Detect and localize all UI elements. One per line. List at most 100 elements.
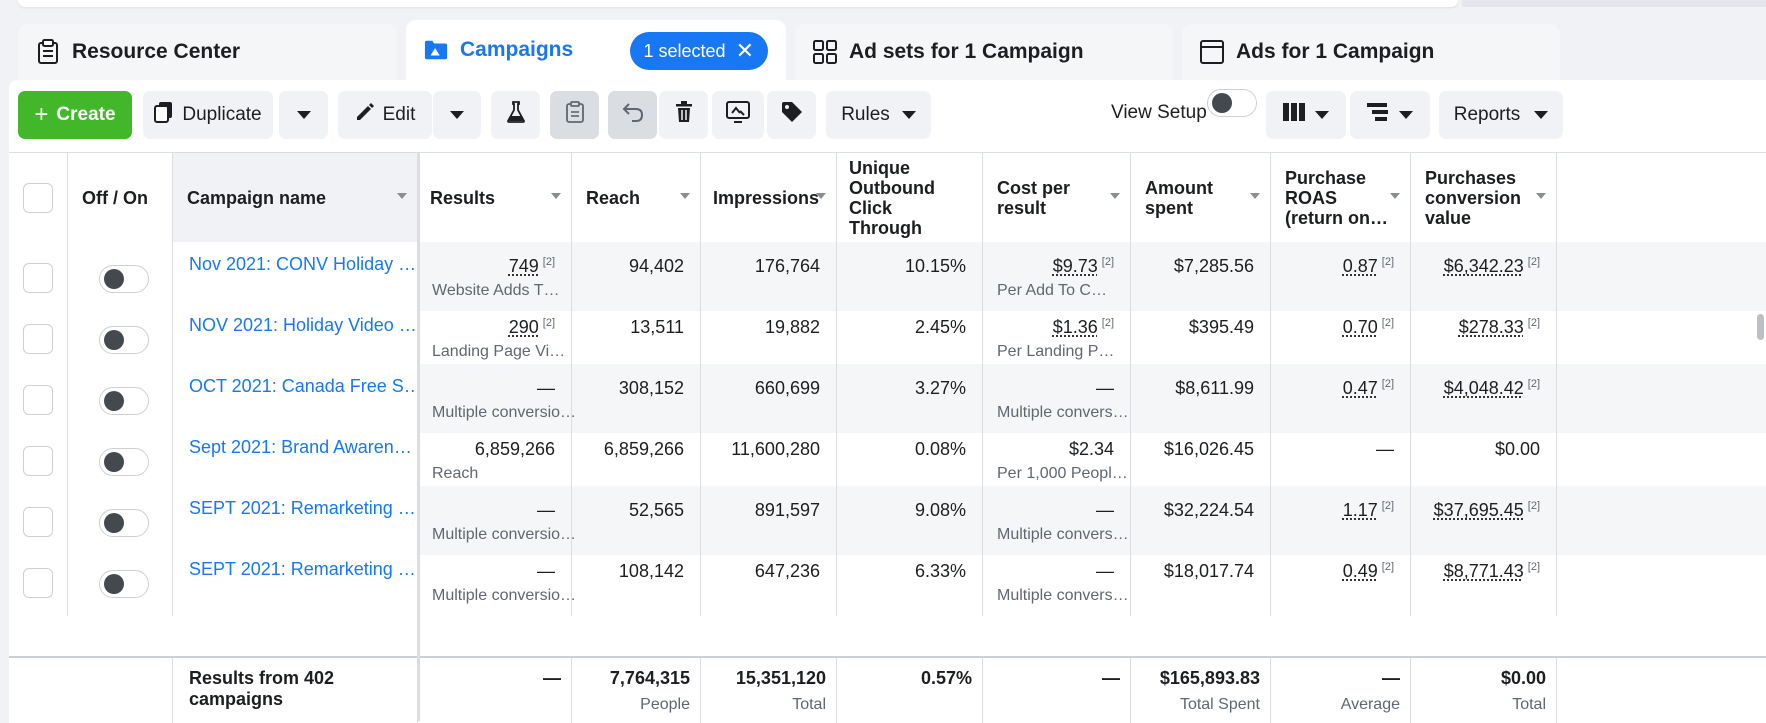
cell-subtext: Per Add To C…	[997, 282, 1107, 300]
table-row[interactable]: Sept 2021: Brand Awaren… 6,859,266 Reach 6,…	[9, 425, 1766, 494]
view-setup-toggle[interactable]	[1207, 89, 1257, 117]
footnote-marker: [2]	[1528, 256, 1540, 268]
tab-ads[interactable]: Ads for 1 Campaign	[1182, 24, 1560, 84]
tab-resource-center[interactable]: Resource Center	[18, 24, 397, 84]
column-impressions[interactable]: Impressions	[701, 153, 837, 243]
tag-button[interactable]	[767, 91, 816, 139]
footnote-marker: [2]	[1528, 561, 1540, 573]
table-row[interactable]: SEPT 2021: Remarketing … — Multiple conver…	[9, 547, 1766, 616]
cell-cost: $9.73 [2] Per Add To C…	[983, 242, 1131, 311]
reports-button[interactable]: Reports	[1439, 91, 1563, 139]
cell-value: 108,142	[619, 561, 684, 582]
cell-subtext: Per 1,000 Peopl…	[997, 465, 1128, 483]
footnote-marker: [2]	[1382, 561, 1394, 573]
campaign-name-link[interactable]: OCT 2021: Canada Free S…	[189, 376, 422, 397]
footer-results: —	[418, 658, 572, 723]
ad-icon	[1200, 40, 1224, 64]
undo-button[interactable]	[608, 91, 657, 139]
row-checkbox[interactable]	[23, 324, 53, 354]
column-unique-ctr[interactable]: Unique Outbound Click Through	[837, 153, 983, 243]
column-conversion-value[interactable]: Purchases conversion value	[1411, 153, 1557, 243]
table-row[interactable]: Nov 2021: CONV Holiday … 749 [2] Website Ad…	[9, 242, 1766, 311]
ab-test-button[interactable]	[491, 91, 540, 139]
cell-value: 3.27%	[915, 378, 966, 399]
chevron-down-icon	[902, 111, 916, 119]
campaign-toggle[interactable]	[99, 387, 149, 415]
cell-value: —	[1376, 439, 1394, 460]
table-row[interactable]: SEPT 2021: Remarketing … — Multiple conver…	[9, 486, 1766, 555]
column-cost-per-result[interactable]: Cost per result	[983, 153, 1131, 243]
cell-roas: 1.17 [2]	[1271, 486, 1411, 555]
create-button[interactable]: + Create	[18, 91, 132, 139]
cell-value: —	[537, 500, 555, 521]
tab-ad-sets[interactable]: Ad sets for 1 Campaign	[795, 24, 1173, 84]
cell-value: $8,611.99	[1175, 378, 1254, 399]
column-results[interactable]: Results	[418, 153, 572, 243]
campaign-name-link[interactable]: SEPT 2021: Remarketing …	[189, 559, 416, 580]
row-select-cell	[9, 242, 68, 311]
selected-pill[interactable]: 1 selected ✕	[630, 32, 769, 70]
chevron-down-icon	[1315, 111, 1329, 119]
campaign-toggle[interactable]	[99, 448, 149, 476]
campaign-name-link[interactable]: Sept 2021: Brand Awaren…	[189, 437, 412, 458]
columns-button[interactable]	[1266, 91, 1346, 139]
row-checkbox[interactable]	[23, 385, 53, 415]
cell-impressions: 660,699	[701, 364, 837, 433]
cell-value: $9.73 [2]	[1053, 256, 1114, 277]
table-row[interactable]: NOV 2021: Holiday Video … 290 [2] Landing P…	[9, 303, 1766, 372]
clipboard-button[interactable]	[550, 91, 599, 139]
campaign-toggle[interactable]	[99, 326, 149, 354]
delete-button[interactable]	[659, 91, 708, 139]
row-toggle-cell	[68, 486, 173, 555]
cell-value: $7,285.56	[1174, 256, 1254, 277]
campaign-name-link[interactable]: NOV 2021: Holiday Video …	[189, 315, 417, 336]
edit-dropdown-button[interactable]	[433, 91, 481, 139]
trash-icon	[675, 101, 693, 129]
close-icon[interactable]: ✕	[736, 41, 754, 61]
column-off-on[interactable]: Off / On	[68, 153, 173, 243]
row-toggle-cell	[68, 364, 173, 433]
cell-roas: 0.70 [2]	[1271, 303, 1411, 372]
preview-button[interactable]	[712, 91, 764, 139]
campaign-toggle[interactable]	[99, 265, 149, 293]
duplicate-button[interactable]: Duplicate	[143, 91, 273, 139]
vertical-scrollbar[interactable]	[1757, 314, 1764, 340]
cell-value: $37,695.45 [2]	[1411, 486, 1557, 555]
row-toggle-cell	[68, 425, 173, 494]
row-checkbox[interactable]	[23, 568, 53, 598]
column-purchase-roas[interactable]: Purchase ROAS (return on…	[1271, 153, 1411, 243]
column-campaign-name[interactable]: Campaign name	[173, 153, 418, 243]
tab-label: Ad sets for 1 Campaign	[849, 40, 1084, 64]
row-checkbox[interactable]	[23, 446, 53, 476]
campaign-name-link[interactable]: SEPT 2021: Remarketing …	[189, 498, 416, 519]
select-all-checkbox[interactable]	[23, 183, 53, 213]
campaign-toggle[interactable]	[99, 509, 149, 537]
row-checkbox[interactable]	[23, 263, 53, 293]
campaign-name-cell: NOV 2021: Holiday Video …	[173, 303, 418, 372]
cell-value: 2.45%	[915, 317, 966, 338]
campaign-name-cell: SEPT 2021: Remarketing …	[173, 486, 418, 555]
rules-button[interactable]: Rules	[826, 91, 931, 139]
campaigns-panel: + Create Duplicate Edit	[9, 80, 1766, 721]
breakdown-button[interactable]	[1350, 91, 1430, 139]
row-checkbox[interactable]	[23, 507, 53, 537]
cell-results: — Multiple conversio…	[418, 547, 572, 616]
column-reach[interactable]: Reach	[572, 153, 701, 243]
footnote-marker: [2]	[1382, 317, 1394, 329]
footnote-marker: [2]	[543, 256, 555, 268]
cell-value: 6,859,266	[475, 439, 555, 460]
cell-value: 10.15%	[905, 256, 966, 277]
footnote-marker: [2]	[1102, 317, 1114, 329]
duplicate-dropdown-button[interactable]	[279, 91, 328, 139]
row-toggle-cell	[68, 242, 173, 311]
cell-value: —	[537, 378, 555, 399]
campaign-name-link[interactable]: Nov 2021: CONV Holiday …	[189, 254, 416, 275]
footer-roas: — Average	[1271, 658, 1411, 723]
cell-value: $8,771.43 [2]	[1411, 547, 1557, 616]
table-row[interactable]: OCT 2021: Canada Free S… — Multiple conver…	[9, 364, 1766, 433]
cell-reach: 108,142	[572, 547, 701, 616]
column-amount-spent[interactable]: Amount spent	[1131, 153, 1271, 243]
chevron-down-icon	[297, 111, 311, 119]
edit-button[interactable]: Edit	[338, 91, 432, 139]
campaign-toggle[interactable]	[99, 570, 149, 598]
